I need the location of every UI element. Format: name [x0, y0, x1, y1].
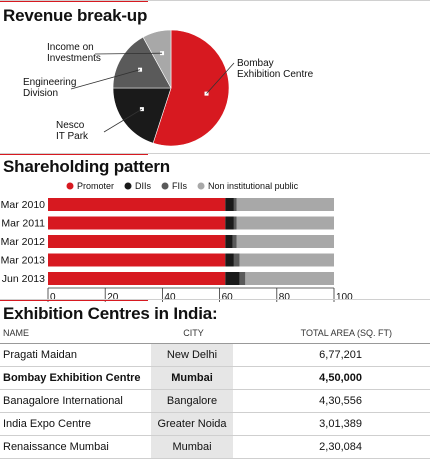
pie-slice: [112, 87, 172, 144]
legend-label: Promoter: [77, 181, 114, 191]
revenue-pie-chart: Bombay Exhibition Centre Nesco IT Park Engin…: [23, 29, 314, 147]
area-cell: 4,30,556: [233, 389, 430, 413]
column-header-name: NAME: [0, 326, 151, 344]
pie-slice: [152, 29, 230, 147]
bar-segment: [239, 272, 246, 285]
bar-segment: [225, 198, 234, 211]
x-tick-label: 0: [50, 292, 56, 303]
city-cell: Greater Noida: [151, 412, 233, 436]
area-cell: 4,50,000: [233, 366, 430, 390]
top-accent-line: [0, 0, 148, 2]
x-tick-label: 40: [164, 292, 176, 303]
bar-segment: [236, 198, 334, 211]
legend-label: FIIs: [172, 181, 187, 191]
bar-segment: [225, 235, 233, 248]
table-row: India Expo Centre Greater Noida 3,01,389: [0, 412, 430, 436]
legend-label: DIIs: [135, 181, 152, 191]
bar-segment: [225, 253, 234, 267]
bar-segment: [48, 235, 226, 248]
pie-slice-label: Bombay Exhibition Centre: [237, 58, 314, 80]
shareholding-rule: [0, 153, 430, 154]
legend-swatch: [124, 182, 132, 190]
city-cell: Mumbai: [151, 366, 233, 390]
pie-slice-label: Income on Investments: [47, 42, 101, 64]
bar-category-label: Mar 2012: [1, 236, 46, 248]
city-cell: Mumbai: [151, 435, 233, 459]
bar-segment: [239, 253, 334, 267]
bar-segment: [48, 216, 226, 230]
table-row: Bombay Exhibition Centre Mumbai 4,50,000: [0, 366, 430, 390]
bar-segment: [233, 253, 240, 267]
bar-category-label: Mar 2011: [1, 218, 45, 230]
name-cell: Renaissance Mumbai: [0, 435, 151, 459]
bar-category-label: Mar 2013: [1, 255, 46, 267]
area-cell: 2,30,084: [233, 435, 430, 459]
table-row: Banagalore International Bangalore 4,30,55…: [0, 389, 430, 413]
bar-segment: [236, 235, 334, 248]
pie-label-leader: [206, 62, 235, 94]
legend-swatch: [161, 182, 169, 190]
bar-segment: [225, 216, 234, 230]
name-cell: Pragati Maidan: [0, 343, 151, 367]
bar-segment: [48, 198, 226, 211]
shareholding-accent-line: [0, 153, 148, 155]
exhibition-rule: [0, 299, 430, 300]
bar-segment: [233, 198, 237, 211]
pie-label-leader: [94, 52, 163, 55]
shareholding-bar-chart: Promoter DIIs FIIs Non institutional public…: [1, 181, 353, 303]
shareholding-title: Shareholding pattern: [3, 157, 170, 176]
pie-slice: [112, 36, 172, 89]
exhibition-accent-line: [0, 299, 148, 301]
legend-label: Non institutional public: [208, 181, 299, 191]
exhibition-title: Exhibition Centres in India:: [3, 304, 218, 323]
name-cell: Banagalore International: [0, 389, 151, 413]
bar-category-label: Jun 2013: [2, 273, 45, 285]
pie-slice: [142, 29, 172, 89]
bar-segment: [48, 272, 226, 285]
column-header-city: CITY: [151, 326, 233, 344]
pie-slice-label: Engineering Division: [23, 77, 76, 99]
pie-label-leader: [70, 69, 141, 90]
bar-category-label: Mar 2010: [1, 199, 46, 211]
bar-segment: [48, 253, 226, 267]
bar-segment: [236, 216, 334, 230]
column-header-area: TOTAL AREA (SQ. FT): [233, 326, 430, 344]
top-rule: [0, 0, 430, 1]
area-cell: 3,01,389: [233, 412, 430, 436]
bar-segment: [225, 272, 240, 285]
pie-label-leader: [103, 108, 143, 133]
city-cell: Bangalore: [151, 389, 233, 413]
bar-segment: [233, 216, 237, 230]
exhibition-table: NAME CITY TOTAL AREA (SQ. FT) Pragati Ma…: [0, 326, 430, 459]
pie-slice-label: Nesco IT Park: [56, 120, 89, 142]
x-tick-label: 100: [336, 292, 353, 303]
city-cell: New Delhi: [151, 343, 233, 367]
name-cell: India Expo Centre: [0, 412, 151, 436]
table-row: Renaissance Mumbai Mumbai 2,30,084: [0, 435, 430, 459]
x-tick-label: 20: [107, 292, 119, 303]
area-cell: 6,77,201: [233, 343, 430, 367]
name-cell: Bombay Exhibition Centre: [0, 366, 151, 390]
legend-swatch: [66, 182, 74, 190]
x-tick-label: 80: [279, 292, 291, 303]
legend-swatch: [197, 182, 205, 190]
revenue-title: Revenue break-up: [3, 6, 148, 25]
bar-segment: [245, 272, 334, 285]
x-tick-label: 60: [222, 292, 234, 303]
table-row: Pragati Maidan New Delhi 6,77,201: [0, 343, 430, 367]
bar-segment: [232, 235, 237, 248]
table-header-row: NAME CITY TOTAL AREA (SQ. FT): [0, 326, 430, 344]
